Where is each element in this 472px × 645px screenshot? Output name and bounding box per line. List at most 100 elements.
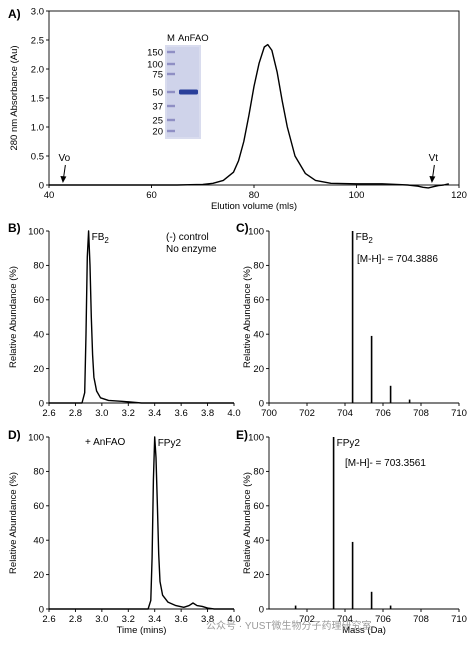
x-tick-label-D: 3.6	[175, 614, 188, 625]
series-line-D	[49, 436, 234, 610]
plot-frame-A	[48, 10, 460, 186]
y-tick-label-A: 2.0	[31, 64, 44, 75]
gel-size-label: 50	[152, 87, 163, 98]
gel-size-label: 37	[152, 101, 163, 112]
y-tick-label-D: 80	[33, 467, 44, 478]
y-tick-label-B: 40	[33, 330, 44, 341]
x-axis-title-A: Elution volume (mls)	[211, 201, 297, 212]
x-axis-title-D: Time (mins)	[117, 625, 167, 636]
panel-D: D) 2.6 2.8 3.0 3.2 3.4 3.6 3.8 4.0 0 20 40 60 80 100 Ti…	[8, 428, 241, 636]
panel-letter-C: C)	[236, 221, 249, 235]
x-tick-label-C: 710	[451, 408, 467, 419]
y-tick-label-A: 2.5	[31, 35, 44, 46]
figure-panels: A) 40 60 80 100 120 0 0.5 1.0 1.5 2.0 2.5 3.0 Elution…	[8, 6, 467, 636]
gel-marker-band	[167, 90, 175, 94]
peak-label-C: FB2	[356, 232, 374, 245]
marker-label-vt: Vt	[429, 153, 439, 164]
x-tick-label-E: 706	[375, 614, 391, 625]
x-tick-label-B: 3.4	[148, 408, 161, 419]
y-axis-title-B: Relative Abundance (%)	[8, 266, 19, 368]
x-tick-label-E: 708	[413, 614, 429, 625]
peak-label-E: FPy2	[337, 438, 361, 449]
x-tick-label-D: 3.8	[201, 614, 214, 625]
y-axis-title-A: 280 nm Absorbance (Au)	[9, 45, 20, 150]
panel-E: E) 702 704 706 708 710 0 20 40 60 80 100 Mass (Da) Re…	[236, 428, 467, 636]
y-tick-label-C: 60	[253, 295, 264, 306]
gel-size-label: 25	[152, 115, 163, 126]
panel-A: A) 40 60 80 100 120 0 0.5 1.0 1.5 2.0 2.5 3.0 Elution…	[8, 6, 467, 212]
x-tick-label-B: 3.8	[201, 408, 214, 419]
x-tick-label-B: 3.2	[122, 408, 135, 419]
y-tick-label-C: 100	[248, 226, 264, 237]
x-tick-label-C: 702	[299, 408, 315, 419]
y-tick-label-D: 40	[33, 536, 44, 547]
y-tick-label-A: 1.0	[31, 122, 44, 133]
gel-header-sample: AnFAO	[178, 33, 209, 44]
x-tick-label-A: 60	[146, 190, 157, 201]
y-tick-label-A: 0.5	[31, 151, 44, 162]
y-tick-label-C: 80	[253, 261, 264, 272]
panel-letter-A: A)	[8, 7, 21, 21]
y-tick-label-B: 20	[33, 364, 44, 375]
annotation-no-enzyme: No enzyme	[166, 244, 217, 255]
annotation-mass-c: [M-H]- = 704.3886	[357, 254, 438, 265]
series-line-A	[49, 43, 449, 189]
x-tick-label-B: 4.0	[227, 408, 240, 419]
x-tick-label-A: 120	[451, 190, 467, 201]
x-tick-label-C: 700	[261, 408, 277, 419]
gel-sample-band	[179, 89, 198, 95]
y-tick-label-E: 100	[248, 432, 264, 443]
gel-size-label: 150	[147, 47, 163, 58]
x-tick-label-D: 3.0	[95, 614, 108, 625]
annotation-anfao: + AnFAO	[85, 437, 126, 448]
x-tick-label-D: 3.2	[122, 614, 135, 625]
watermark-text: 公众号 · YUST微生物分子药理研究室	[206, 619, 372, 632]
marker-label-vo: Vo	[59, 153, 71, 164]
gel-size-label: 75	[152, 69, 163, 80]
marker-arrowhead-vo	[60, 176, 67, 183]
y-axis-title-D: Relative Abundance (%)	[8, 472, 19, 574]
y-tick-label-D: 60	[33, 501, 44, 512]
y-tick-label-B: 80	[33, 261, 44, 272]
x-tick-label-D: 2.8	[69, 614, 82, 625]
y-tick-label-A: 1.5	[31, 93, 44, 104]
x-tick-label-A: 80	[249, 190, 260, 201]
y-tick-label-B: 100	[28, 226, 44, 237]
y-tick-label-C: 40	[253, 330, 264, 341]
y-tick-label-A: 0	[39, 180, 44, 191]
x-tick-label-D: 3.4	[148, 614, 161, 625]
x-tick-label-A: 40	[44, 190, 55, 201]
x-tick-label-B: 2.8	[69, 408, 82, 419]
y-tick-label-D: 100	[28, 432, 44, 443]
panel-letter-B: B)	[8, 221, 21, 235]
y-tick-label-B: 0	[39, 398, 44, 409]
peak-label-D: FPy2	[158, 438, 182, 449]
peak-label-B: FB2	[92, 232, 110, 245]
series-line-B	[49, 230, 234, 404]
x-tick-label-D: 4.0	[227, 614, 240, 625]
panel-letter-E: E)	[236, 428, 248, 442]
annotation-mass-e: [M-H]- = 703.3561	[345, 458, 426, 469]
y-tick-label-B: 60	[33, 295, 44, 306]
y-tick-label-E: 40	[253, 536, 264, 547]
y-tick-label-C: 20	[253, 364, 264, 375]
gel-marker-band	[167, 50, 175, 54]
gel-marker-band	[167, 104, 175, 108]
y-tick-label-E: 60	[253, 501, 264, 512]
gel-marker-band	[167, 62, 175, 66]
x-tick-label-E: 702	[299, 614, 315, 625]
y-axis-title-E: Relative Abundance (%)	[242, 472, 253, 574]
x-tick-label-B: 2.6	[42, 408, 55, 419]
x-tick-label-A: 100	[349, 190, 365, 201]
gel-marker-band	[167, 118, 175, 122]
x-tick-label-C: 708	[413, 408, 429, 419]
marker-arrowhead-vt	[429, 176, 436, 183]
gel-marker-band	[167, 72, 175, 76]
x-tick-label-B: 3.0	[95, 408, 108, 419]
x-axis-title-E: Mass (Da)	[342, 625, 386, 636]
y-tick-label-E: 20	[253, 570, 264, 581]
panel-C: C) 700 702 704 706 708 710 0 20 40 60 80 100 Relative…	[236, 221, 467, 419]
x-tick-label-E: 704	[337, 614, 353, 625]
x-tick-label-C: 706	[375, 408, 391, 419]
